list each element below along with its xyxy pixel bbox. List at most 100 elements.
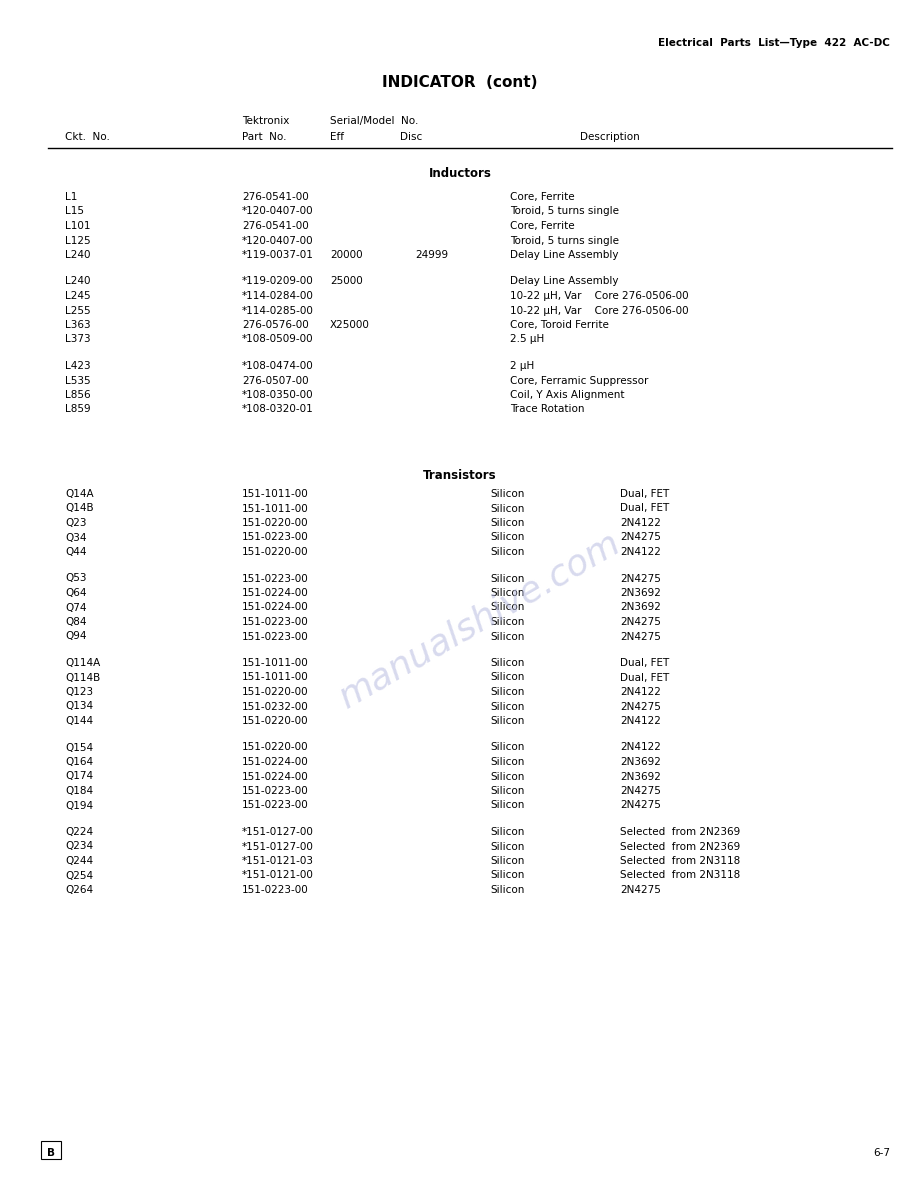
- Text: 151-0232-00: 151-0232-00: [242, 701, 309, 711]
- Text: Q64: Q64: [65, 588, 87, 598]
- Text: Q154: Q154: [65, 742, 93, 753]
- Text: Silicon: Silicon: [490, 574, 524, 584]
- Text: Silicon: Silicon: [490, 757, 524, 767]
- Text: L255: L255: [65, 306, 90, 316]
- Text: 151-1011-00: 151-1011-00: [242, 673, 309, 682]
- Text: Silicon: Silicon: [490, 842, 524, 852]
- Text: Core, Ferrite: Core, Ferrite: [510, 192, 575, 202]
- Text: 151-0223-00: 151-0223-00: [242, 885, 309, 894]
- Text: 20000: 20000: [330, 250, 363, 260]
- Text: Ckt.  No.: Ckt. No.: [65, 132, 110, 142]
- Text: INDICATOR  (cont): INDICATOR (cont): [382, 75, 538, 91]
- Text: 2N4275: 2N4275: [620, 885, 661, 894]
- Text: L1: L1: [65, 192, 77, 202]
- Text: *119-0037-01: *119-0037-01: [242, 250, 314, 260]
- Text: B: B: [47, 1148, 55, 1158]
- Text: Silicon: Silicon: [490, 701, 524, 711]
- Text: Silicon: Silicon: [490, 827, 524, 837]
- Text: Silicon: Silicon: [490, 603, 524, 612]
- Text: Silicon: Silicon: [490, 716, 524, 727]
- Text: 151-0220-00: 151-0220-00: [242, 716, 309, 727]
- Text: Silicon: Silicon: [490, 631, 524, 642]
- Text: L245: L245: [65, 291, 90, 301]
- Text: Q44: Q44: [65, 547, 87, 557]
- Text: 2N3692: 2N3692: [620, 588, 661, 598]
- Text: Silicon: Silicon: [490, 617, 524, 626]
- Text: *151-0121-00: *151-0121-00: [242, 871, 314, 880]
- Text: Silicon: Silicon: [490, 490, 524, 499]
- Text: Eff: Eff: [330, 132, 344, 142]
- Text: 151-0223-00: 151-0223-00: [242, 574, 309, 584]
- Text: Selected  from 2N3118: Selected from 2N3118: [620, 871, 740, 880]
- Text: Q14B: Q14B: [65, 504, 94, 513]
- Text: 276-0507-00: 276-0507-00: [242, 375, 309, 386]
- Text: Q114A: Q114A: [65, 657, 100, 668]
- Text: 2N4275: 2N4275: [620, 574, 661, 584]
- Text: *108-0509-00: *108-0509-00: [242, 335, 314, 344]
- Text: Q254: Q254: [65, 871, 93, 880]
- Text: Q194: Q194: [65, 800, 93, 811]
- Text: *108-0474-00: *108-0474-00: [242, 361, 314, 372]
- Text: Dual, FET: Dual, FET: [620, 504, 670, 513]
- Text: 24999: 24999: [415, 250, 449, 260]
- Text: Silicon: Silicon: [490, 742, 524, 753]
- Text: Q53: Q53: [65, 574, 87, 584]
- Text: L535: L535: [65, 375, 90, 386]
- Text: Q174: Q174: [65, 772, 93, 781]
- Text: 276-0541-00: 276-0541-00: [242, 222, 309, 231]
- Text: Silicon: Silicon: [490, 547, 524, 557]
- Text: Silicon: Silicon: [490, 871, 524, 880]
- Text: 6-7: 6-7: [873, 1148, 890, 1158]
- Text: 151-0224-00: 151-0224-00: [242, 603, 309, 612]
- Text: Q144: Q144: [65, 716, 93, 727]
- Text: Core, Toroid Ferrite: Core, Toroid Ferrite: [510, 320, 609, 330]
- Text: 10-22 μH, Var    Core 276-0506-00: 10-22 μH, Var Core 276-0506-00: [510, 291, 689, 301]
- Text: 25000: 25000: [330, 276, 363, 287]
- Text: Silicon: Silicon: [490, 885, 524, 894]
- Text: 2N4275: 2N4275: [620, 800, 661, 811]
- Text: Q114B: Q114B: [65, 673, 100, 682]
- Text: Serial/Model  No.: Serial/Model No.: [330, 116, 418, 126]
- Text: Coil, Y Axis Alignment: Coil, Y Axis Alignment: [510, 389, 624, 400]
- Text: Inductors: Inductors: [428, 167, 492, 180]
- Text: 2N3692: 2N3692: [620, 603, 661, 612]
- Text: 2 μH: 2 μH: [510, 361, 534, 372]
- Text: *120-0407-00: *120-0407-00: [242, 236, 314, 245]
- Text: 151-0223-00: 151-0223-00: [242, 800, 309, 811]
- Text: 151-0223-00: 151-0223-00: [242, 617, 309, 626]
- Text: Q134: Q134: [65, 701, 93, 711]
- Text: Trace Rotation: Trace Rotation: [510, 405, 585, 414]
- Text: Core, Ferrite: Core, Ferrite: [510, 222, 575, 231]
- Text: Silicon: Silicon: [490, 673, 524, 682]
- Text: 2N4275: 2N4275: [620, 532, 661, 542]
- Text: Selected  from 2N2369: Selected from 2N2369: [620, 827, 740, 837]
- Text: Silicon: Silicon: [490, 532, 524, 542]
- Text: L423: L423: [65, 361, 90, 372]
- Text: *151-0121-03: *151-0121-03: [242, 856, 314, 866]
- Text: Q123: Q123: [65, 687, 93, 697]
- Text: 151-0223-00: 151-0223-00: [242, 786, 309, 796]
- Text: 151-0220-00: 151-0220-00: [242, 742, 309, 753]
- Text: 151-0223-00: 151-0223-00: [242, 532, 309, 542]
- Text: L240: L240: [65, 250, 90, 260]
- Text: *119-0209-00: *119-0209-00: [242, 276, 314, 287]
- Text: L240: L240: [65, 276, 90, 287]
- Text: 2N4275: 2N4275: [620, 617, 661, 626]
- Text: Q244: Q244: [65, 856, 93, 866]
- Text: 10-22 μH, Var    Core 276-0506-00: 10-22 μH, Var Core 276-0506-00: [510, 306, 689, 316]
- Text: Delay Line Assembly: Delay Line Assembly: [510, 276, 619, 287]
- Text: Q234: Q234: [65, 842, 93, 852]
- Text: Tektronix: Tektronix: [242, 116, 289, 126]
- Text: *108-0350-00: *108-0350-00: [242, 389, 314, 400]
- Text: 2N4275: 2N4275: [620, 786, 661, 796]
- Text: 2.5 μH: 2.5 μH: [510, 335, 544, 344]
- Text: Q264: Q264: [65, 885, 93, 894]
- Text: Q224: Q224: [65, 827, 93, 837]
- Text: 151-0220-00: 151-0220-00: [242, 518, 309, 528]
- Text: 2N4122: 2N4122: [620, 742, 661, 753]
- Text: *120-0407-00: *120-0407-00: [242, 206, 314, 217]
- Text: Toroid, 5 turns single: Toroid, 5 turns single: [510, 236, 619, 245]
- Text: Q14A: Q14A: [65, 490, 94, 499]
- Text: L363: L363: [65, 320, 90, 330]
- Text: Q164: Q164: [65, 757, 93, 767]
